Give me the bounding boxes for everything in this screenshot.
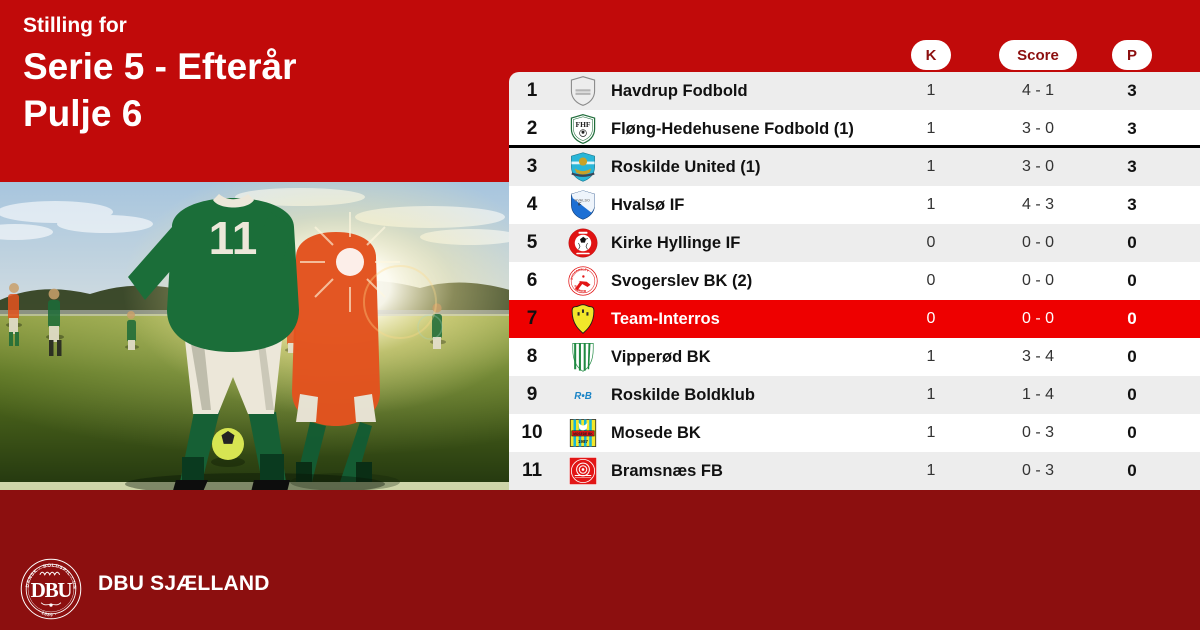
svg-text:IF: IF [578,202,582,207]
svg-text:FHF: FHF [576,120,591,129]
svg-text:DBU: DBU [31,578,73,602]
svg-text:11: 11 [209,212,258,264]
svg-text:MOSEDE BK: MOSEDE BK [573,432,593,436]
svg-text:HVALSO: HVALSO [575,199,590,203]
svg-text:1987: 1987 [578,439,589,444]
svg-text:R•B: R•B [574,391,592,402]
